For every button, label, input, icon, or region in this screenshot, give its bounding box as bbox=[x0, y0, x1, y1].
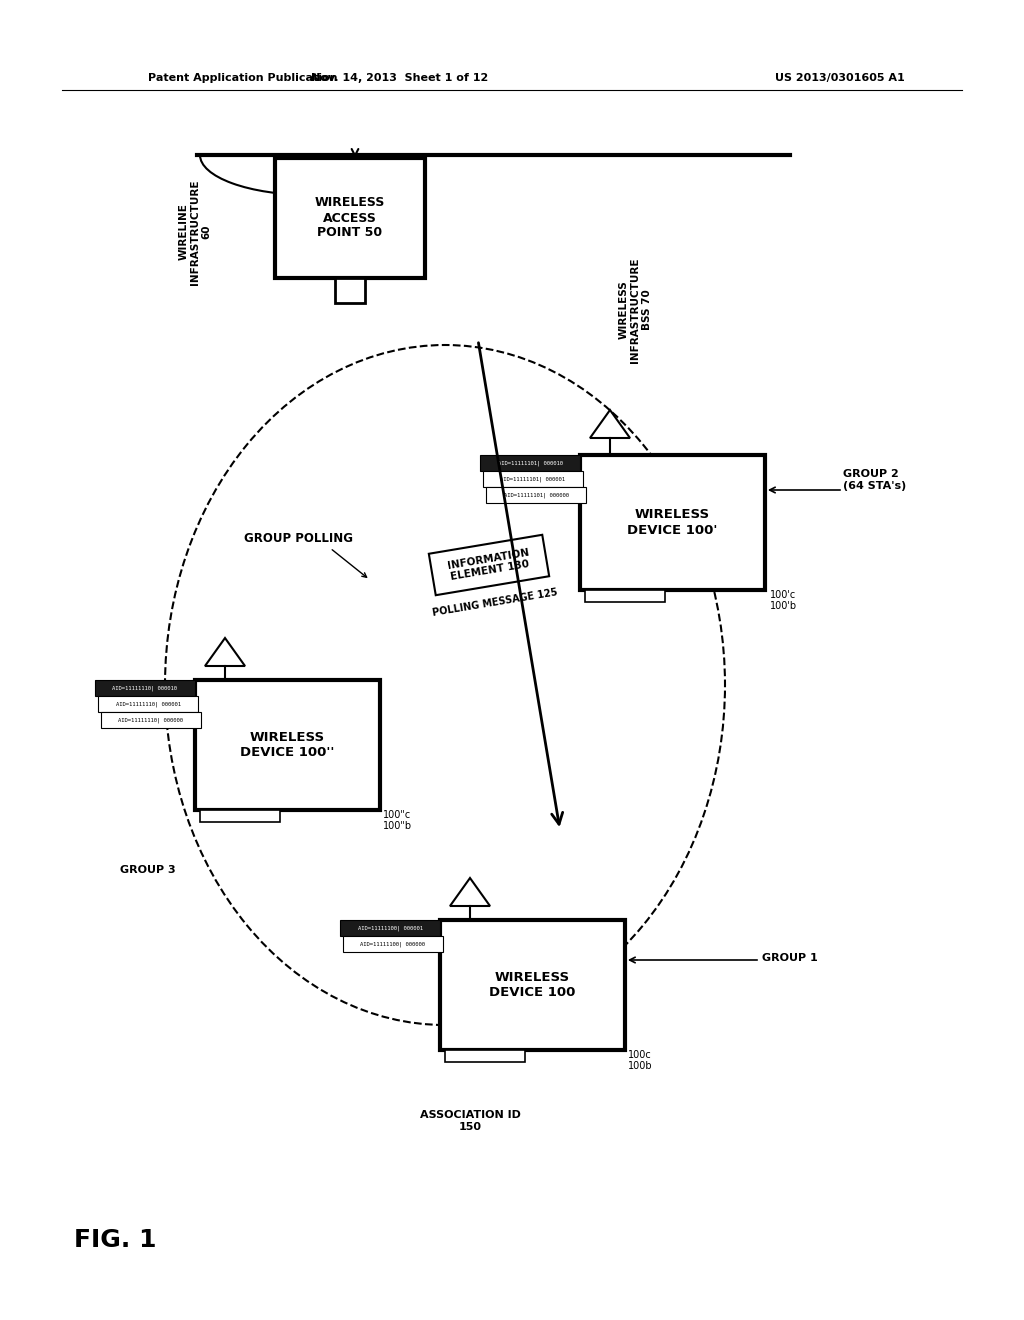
Text: US 2013/0301605 A1: US 2013/0301605 A1 bbox=[775, 73, 905, 83]
Text: AID=11111100| 000000: AID=11111100| 000000 bbox=[360, 941, 426, 946]
Text: Nov. 14, 2013  Sheet 1 of 12: Nov. 14, 2013 Sheet 1 of 12 bbox=[311, 73, 488, 83]
Text: AID=11111110| 000001: AID=11111110| 000001 bbox=[116, 701, 180, 706]
Text: WIRELESS
DEVICE 100: WIRELESS DEVICE 100 bbox=[489, 972, 575, 999]
Text: WIRELESS
INFRASTRUCTURE
BSS 70: WIRELESS INFRASTRUCTURE BSS 70 bbox=[618, 257, 651, 363]
Text: Patent Application Publication: Patent Application Publication bbox=[148, 73, 338, 83]
Text: POLLING MESSAGE 125: POLLING MESSAGE 125 bbox=[432, 587, 559, 618]
Text: 100"c: 100"c bbox=[383, 810, 412, 820]
Text: WIRELINE
INFRASTRUCTURE
60: WIRELINE INFRASTRUCTURE 60 bbox=[178, 180, 212, 285]
FancyBboxPatch shape bbox=[580, 455, 765, 590]
FancyBboxPatch shape bbox=[98, 696, 198, 711]
FancyBboxPatch shape bbox=[95, 680, 195, 696]
Text: ASSOCIATION ID
150: ASSOCIATION ID 150 bbox=[420, 1110, 520, 1131]
Text: WIRELESS
DEVICE 100': WIRELESS DEVICE 100' bbox=[628, 508, 718, 536]
Text: GROUP 3: GROUP 3 bbox=[120, 865, 176, 875]
Text: 100b: 100b bbox=[628, 1061, 652, 1071]
FancyBboxPatch shape bbox=[486, 487, 586, 503]
FancyBboxPatch shape bbox=[343, 936, 443, 952]
Text: WIRELESS
ACCESS
POINT 50: WIRELESS ACCESS POINT 50 bbox=[314, 197, 385, 239]
Text: AID=11111101| 000001: AID=11111101| 000001 bbox=[501, 477, 565, 482]
FancyBboxPatch shape bbox=[445, 1049, 525, 1063]
Text: AID=11111110| 000010: AID=11111110| 000010 bbox=[113, 685, 177, 690]
Text: WIRELESS
DEVICE 100'': WIRELESS DEVICE 100'' bbox=[241, 731, 335, 759]
Text: GROUP 2
(64 STA's): GROUP 2 (64 STA's) bbox=[843, 469, 906, 491]
FancyBboxPatch shape bbox=[483, 471, 583, 487]
Text: FIG. 1: FIG. 1 bbox=[74, 1228, 157, 1251]
Text: AID=11111101| 000010: AID=11111101| 000010 bbox=[498, 461, 562, 466]
FancyBboxPatch shape bbox=[200, 810, 280, 822]
FancyBboxPatch shape bbox=[480, 455, 580, 471]
Text: AID=11111100| 000001: AID=11111100| 000001 bbox=[357, 925, 423, 931]
FancyBboxPatch shape bbox=[340, 920, 440, 936]
Text: 100'c: 100'c bbox=[770, 590, 797, 601]
Text: AID=11111110| 000000: AID=11111110| 000000 bbox=[119, 717, 183, 723]
Text: GROUP 1: GROUP 1 bbox=[762, 953, 818, 964]
FancyBboxPatch shape bbox=[101, 711, 201, 729]
Text: GROUP POLLING: GROUP POLLING bbox=[244, 532, 352, 544]
Text: 100"b: 100"b bbox=[383, 821, 412, 832]
FancyBboxPatch shape bbox=[440, 920, 625, 1049]
Text: 100'b: 100'b bbox=[770, 601, 797, 611]
FancyBboxPatch shape bbox=[195, 680, 380, 810]
FancyBboxPatch shape bbox=[275, 158, 425, 279]
Text: 100c: 100c bbox=[628, 1049, 651, 1060]
FancyBboxPatch shape bbox=[335, 279, 365, 304]
FancyBboxPatch shape bbox=[429, 535, 549, 595]
Text: INFORMATION
ELEMENT 130: INFORMATION ELEMENT 130 bbox=[446, 548, 531, 582]
FancyBboxPatch shape bbox=[585, 590, 665, 602]
Text: AID=11111101| 000000: AID=11111101| 000000 bbox=[504, 492, 568, 498]
